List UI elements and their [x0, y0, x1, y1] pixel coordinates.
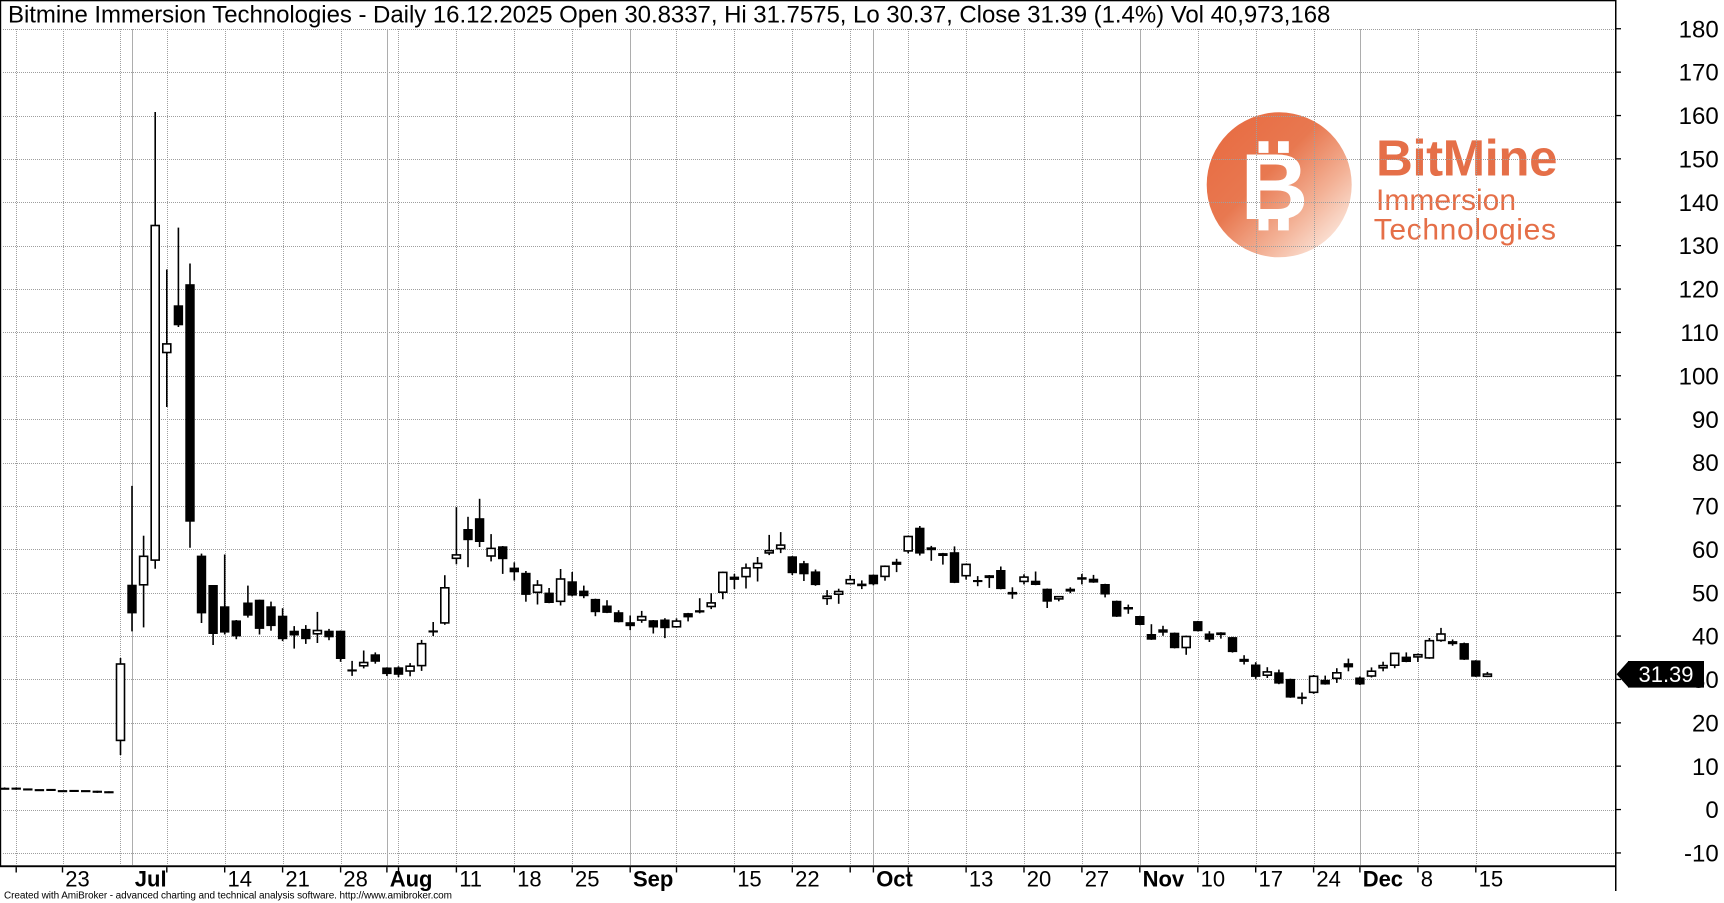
svg-text:-10: -10	[1684, 841, 1719, 868]
svg-text:60: 60	[1692, 537, 1719, 564]
svg-text:25: 25	[575, 867, 599, 892]
svg-text:21: 21	[285, 867, 309, 892]
svg-text:8: 8	[1421, 867, 1433, 892]
svg-text:10: 10	[1201, 867, 1225, 892]
svg-text:170: 170	[1679, 60, 1719, 87]
svg-text:0: 0	[1705, 797, 1718, 824]
svg-text:50: 50	[1692, 580, 1719, 607]
svg-text:Sep: Sep	[633, 867, 673, 892]
svg-text:B: B	[1241, 134, 1309, 239]
svg-text:100: 100	[1679, 363, 1719, 390]
svg-text:Immersion: Immersion	[1376, 184, 1516, 217]
svg-text:130: 130	[1679, 233, 1719, 260]
svg-text:18: 18	[517, 867, 541, 892]
svg-text:17: 17	[1259, 867, 1283, 892]
svg-text:Nov: Nov	[1143, 867, 1185, 892]
svg-text:27: 27	[1085, 867, 1109, 892]
svg-text:Technologies: Technologies	[1374, 213, 1557, 246]
svg-text:23: 23	[65, 867, 89, 892]
svg-text:90: 90	[1692, 407, 1719, 434]
svg-text:140: 140	[1679, 190, 1719, 217]
svg-text:22: 22	[795, 867, 819, 892]
svg-text:40: 40	[1692, 624, 1719, 651]
svg-text:11: 11	[459, 867, 482, 892]
svg-text:15: 15	[1479, 867, 1503, 892]
svg-text:70: 70	[1692, 494, 1719, 521]
svg-text:14: 14	[228, 867, 252, 892]
svg-text:10: 10	[1692, 754, 1719, 781]
svg-text:24: 24	[1316, 867, 1340, 892]
svg-text:Oct: Oct	[876, 867, 913, 892]
svg-text:120: 120	[1679, 277, 1719, 304]
svg-text:20: 20	[1027, 867, 1051, 892]
svg-text:BitMine: BitMine	[1376, 130, 1557, 187]
svg-text:110: 110	[1680, 320, 1718, 347]
svg-text:31.39: 31.39	[1638, 662, 1693, 687]
svg-text:13: 13	[969, 867, 993, 892]
svg-text:15: 15	[737, 867, 761, 892]
svg-text:Jul: Jul	[135, 867, 167, 892]
svg-text:150: 150	[1679, 147, 1719, 174]
svg-text:Aug: Aug	[390, 867, 433, 892]
svg-text:Created with AmiBroker - advan: Created with AmiBroker - advanced charti…	[4, 890, 452, 901]
svg-text:160: 160	[1679, 103, 1719, 130]
svg-text:Dec: Dec	[1363, 867, 1403, 892]
svg-text:80: 80	[1692, 450, 1719, 477]
svg-text:20: 20	[1692, 710, 1719, 737]
svg-text:Bitmine Immersion Technologies: Bitmine Immersion Technologies - Daily 1…	[8, 1, 1330, 28]
svg-text:28: 28	[343, 867, 367, 892]
svg-text:180: 180	[1679, 16, 1719, 43]
